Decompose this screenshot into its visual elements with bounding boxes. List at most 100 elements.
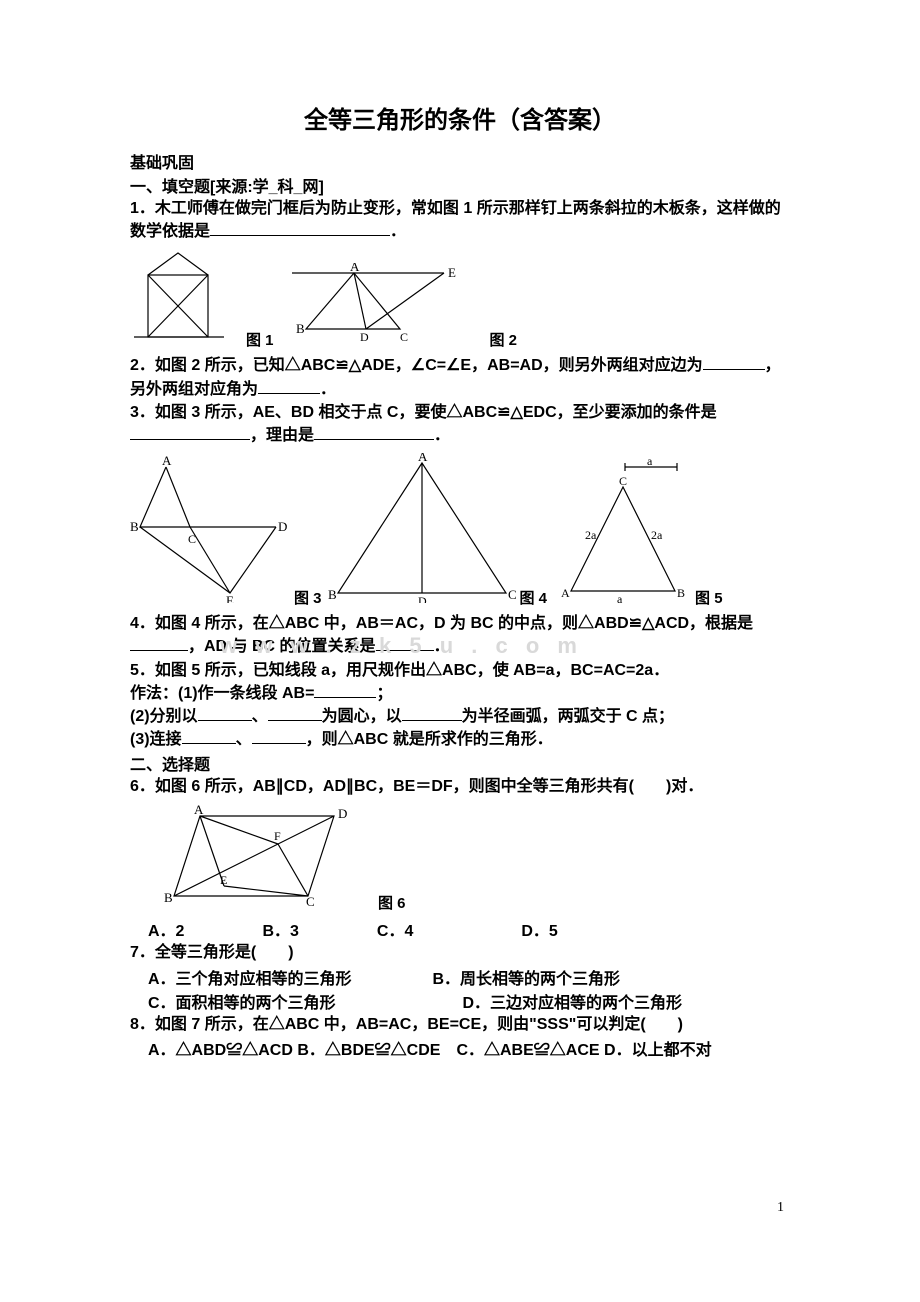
fig1-label: 图 1 xyxy=(246,329,274,350)
fig-row-1-2: 图 1 A E B D C 图 2 xyxy=(130,249,790,350)
q4-blank1 xyxy=(130,635,188,651)
q5-b-suffix: ； xyxy=(376,685,392,702)
q5-a: 5．如图 5 所示，已知线段 a，用尺规作出△ABC，使 AB=a，BC=AC=… xyxy=(130,659,790,682)
fig3-block: A B C D E xyxy=(130,453,290,608)
fig3-label: 图 3 xyxy=(294,587,322,608)
svg-text:B: B xyxy=(328,587,337,602)
q5-c-t1: (2)分别以 xyxy=(130,708,198,725)
svg-text:B: B xyxy=(677,586,685,600)
fig6-block: A D B C E F xyxy=(160,804,360,913)
svg-text:E: E xyxy=(448,265,456,280)
q3-blank1 xyxy=(130,424,250,440)
svg-text:C: C xyxy=(508,587,516,602)
q7-opt-c: C．面积相等的两个三角形 xyxy=(148,989,458,1013)
svg-text:D: D xyxy=(360,330,369,344)
q5-c-bl2 xyxy=(268,705,322,721)
fig1-svg xyxy=(130,249,228,345)
q6-opt-a: A．2 xyxy=(148,917,258,941)
svg-text:A: A xyxy=(162,453,172,468)
svg-text:2a: 2a xyxy=(651,528,663,542)
q8-options: A．△ABD≌△ACD B．△BDE≌△CDE C．△ABE≌△ACE D．以上… xyxy=(130,1036,790,1060)
q5-d-bl2 xyxy=(252,728,306,744)
q5-d-t2: 、 xyxy=(236,731,252,748)
q3-text-c: ． xyxy=(434,427,450,444)
svg-text:F: F xyxy=(274,829,281,843)
fig2-svg: A E B D C xyxy=(292,263,472,345)
svg-text:D: D xyxy=(278,519,287,534)
q1: 1．木工师傅在做完门框后为防止变形，常如图 1 所示那样钉上两条斜拉的木板条，这… xyxy=(130,197,790,243)
svg-text:B: B xyxy=(130,519,139,534)
page-title: 全等三角形的条件（含答案） xyxy=(130,100,790,135)
q7-options-row1: A．三个角对应相等的三角形 B．周长相等的两个三角形 xyxy=(130,965,790,989)
svg-text:a: a xyxy=(617,592,623,603)
fig-row-3-4-5: A B C D E 图 3 A B D C 图 4 xyxy=(130,453,790,608)
q2-text-c: ． xyxy=(320,381,336,398)
svg-text:E: E xyxy=(226,593,234,603)
q5-c-t2: 、 xyxy=(252,708,268,725)
q3-blank2 xyxy=(314,424,434,440)
q4: w w w . z k 5 u . c o m 4．如图 4 所示，在△ABC … xyxy=(130,612,790,658)
q2-text-a: 2．如图 2 所示，已知△ABC≌△ADE，∠C=∠E，AB=AD，则另外两组对… xyxy=(130,357,703,374)
q4-text-b: ，AD 与 BC 的位置关系是 xyxy=(188,638,376,655)
q7-opt-d: D．三边对应相等的两个三角形 xyxy=(462,989,682,1013)
svg-text:C: C xyxy=(400,330,408,344)
q7-opt-b: B．周长相等的两个三角形 xyxy=(432,965,620,989)
q8: 8．如图 7 所示，在△ABC 中，AB=AC，BE=CE，则由"SSS"可以判… xyxy=(130,1013,790,1036)
svg-text:A: A xyxy=(350,263,360,274)
q2-blank2 xyxy=(258,378,320,394)
fig5-block: a C 2a 2a A a B xyxy=(551,453,691,608)
q7-options-row2: C．面积相等的两个三角形 D．三边对应相等的两个三角形 xyxy=(130,989,790,1013)
fig6-svg: A D B C E F xyxy=(160,804,360,908)
q4-text-c: ． xyxy=(434,638,450,655)
svg-text:A: A xyxy=(418,453,428,464)
svg-text:a: a xyxy=(647,454,653,468)
q5-d-bl1 xyxy=(182,728,236,744)
fig2-block: A E B D C xyxy=(292,263,472,350)
fig4-block: A B D C xyxy=(326,453,516,608)
fig2-label: 图 2 xyxy=(490,329,518,350)
fig1-block xyxy=(130,249,228,350)
svg-text:D: D xyxy=(338,806,347,821)
q5-c-bl3 xyxy=(402,705,462,721)
svg-text:C: C xyxy=(188,532,196,546)
fig5-label: 图 5 xyxy=(695,587,723,608)
page-number: 1 xyxy=(130,1200,790,1216)
svg-text:E: E xyxy=(220,873,227,887)
q5-c: (2)分别以 、 为圆心，以 为半径画弧，两弧交于 C 点； xyxy=(130,705,790,728)
section-label: 基础巩固 xyxy=(130,149,790,173)
q4-blank2 xyxy=(376,635,434,651)
fig-row-6: A D B C E F 图 6 xyxy=(160,804,790,913)
q5-c-t3: 为圆心，以 xyxy=(322,708,402,725)
q3: 3．如图 3 所示，AE、BD 相交于点 C，要使△ABC≌△EDC，至少要添加… xyxy=(130,401,790,447)
q6-opt-c: C．4 xyxy=(377,917,517,941)
q5-d-t3: ，则△ABC 就是所求作的三角形． xyxy=(306,731,553,748)
fig3-svg: A B C D E xyxy=(130,453,290,603)
svg-text:D: D xyxy=(418,594,427,603)
q2-blank1 xyxy=(703,354,765,370)
q6-opt-b: B．3 xyxy=(262,917,372,941)
q1-blank xyxy=(210,220,390,236)
fig6-label: 图 6 xyxy=(378,892,406,913)
q5-c-t4: 为半径画弧，两弧交于 C 点； xyxy=(462,708,674,725)
fig4-svg: A B D C xyxy=(326,453,516,603)
svg-text:B: B xyxy=(296,321,305,336)
heading-fill: 一、填空题[来源:学_科_网] xyxy=(130,173,790,197)
q7-opt-a: A．三个角对应相等的三角形 xyxy=(148,965,428,989)
q5-b-text: 作法：(1)作一条线段 AB= xyxy=(130,685,314,702)
q5-b: 作法：(1)作一条线段 AB= ； xyxy=(130,682,790,705)
svg-text:2a: 2a xyxy=(585,528,597,542)
q5-d-t1: (3)连接 xyxy=(130,731,182,748)
q4-text-a: 4．如图 4 所示，在△ABC 中，AB＝AC，D 为 BC 的中点，则△ABD… xyxy=(130,615,753,632)
q5-c-bl1 xyxy=(198,705,252,721)
q6: 6．如图 6 所示，AB∥CD，AD∥BC，BE＝DF，则图中全等三角形共有( … xyxy=(130,775,790,798)
q6-options: A．2 B．3 C．4 D．5 xyxy=(130,917,790,941)
q1-text-b: ． xyxy=(390,223,406,240)
q7: 7．全等三角形是( ) xyxy=(130,941,790,964)
q2: 2．如图 2 所示，已知△ABC≌△ADE，∠C=∠E，AB=AD，则另外两组对… xyxy=(130,354,790,400)
q3-text-a: 3．如图 3 所示，AE、BD 相交于点 C，要使△ABC≌△EDC，至少要添加… xyxy=(130,404,717,421)
fig5-svg: a C 2a 2a A a B xyxy=(551,453,691,603)
q5-b-blank xyxy=(314,682,376,698)
svg-text:C: C xyxy=(306,894,315,908)
svg-text:B: B xyxy=(164,890,173,905)
q5-d: (3)连接 、 ，则△ABC 就是所求作的三角形． xyxy=(130,728,790,751)
